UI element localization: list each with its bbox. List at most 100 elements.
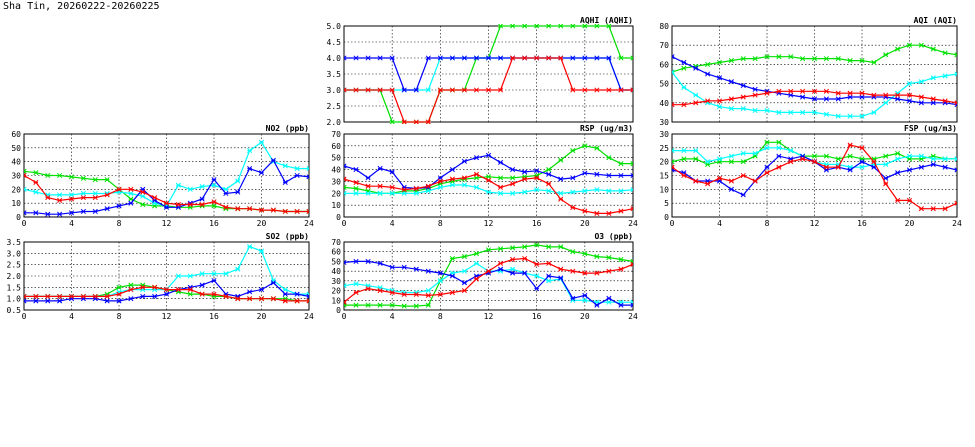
y-tick-label: 60 <box>331 248 341 257</box>
y-tick-label: 20 <box>331 189 341 198</box>
data-point <box>353 302 359 308</box>
data-point <box>235 266 241 272</box>
data-point <box>140 293 146 299</box>
data-point <box>175 287 181 293</box>
y-tick-label: 30 <box>659 130 669 139</box>
data-point <box>558 157 564 163</box>
data-point <box>223 190 229 197</box>
data-point <box>582 188 588 194</box>
data-point <box>582 55 588 61</box>
data-point <box>510 167 516 173</box>
data-point <box>199 184 205 190</box>
data-point <box>510 181 516 187</box>
data-point <box>800 88 806 94</box>
data-point <box>871 109 877 115</box>
data-point <box>247 296 253 302</box>
x-tick-label: 24 <box>952 124 962 125</box>
data-point <box>522 55 528 61</box>
data-point <box>389 289 395 296</box>
data-point <box>534 242 540 248</box>
data-point <box>437 278 443 284</box>
data-point <box>906 42 913 48</box>
data-point <box>859 113 865 119</box>
y-tick-label: 5.0 <box>327 22 342 31</box>
x-tick-label: 4 <box>390 312 395 321</box>
data-point <box>594 254 600 260</box>
data-point <box>437 55 443 61</box>
data-point <box>45 195 51 201</box>
data-point <box>57 197 63 203</box>
data-point <box>80 195 86 201</box>
x-tick-label: 8 <box>117 219 122 228</box>
data-point <box>764 139 770 145</box>
data-point <box>461 182 467 188</box>
data-point <box>546 55 552 61</box>
y-tick-label: 10 <box>331 296 341 305</box>
data-point <box>24 293 27 299</box>
data-point <box>128 282 134 288</box>
y-tick-label: 70 <box>331 130 341 139</box>
data-point <box>693 65 699 71</box>
data-point <box>847 167 853 173</box>
data-point <box>510 266 516 272</box>
data-point <box>582 143 588 149</box>
data-point <box>534 168 540 174</box>
data-point <box>895 150 901 156</box>
data-point <box>942 73 948 79</box>
data-point <box>823 153 829 159</box>
data-point <box>859 94 865 100</box>
data-point <box>630 187 633 193</box>
data-point <box>859 90 865 96</box>
data-point <box>930 100 936 106</box>
x-tick-label: 8 <box>765 124 770 125</box>
data-point <box>764 145 770 151</box>
x-tick-label: 0 <box>342 312 347 321</box>
data-point <box>847 153 853 159</box>
x-tick-label: 8 <box>117 312 122 321</box>
data-point <box>681 84 687 90</box>
x-tick-label: 16 <box>857 219 867 228</box>
data-point <box>534 286 540 292</box>
data-point <box>728 153 734 159</box>
data-point <box>883 161 889 167</box>
data-point <box>546 181 552 187</box>
data-point <box>389 302 395 308</box>
data-point <box>497 159 504 166</box>
data-point <box>906 92 913 98</box>
data-point <box>918 94 924 100</box>
data-point <box>883 92 889 98</box>
data-point <box>570 148 576 154</box>
data-point <box>140 284 146 290</box>
data-point <box>788 109 794 115</box>
data-point <box>353 190 359 196</box>
data-point <box>570 175 576 181</box>
data-point <box>681 102 687 108</box>
y-tick-label: 20 <box>659 158 669 167</box>
chart-aqi: 0 4 8 12 16 20 24 30 40 50 60 70 80 AQI (AQI) <box>659 16 962 125</box>
data-point <box>485 55 492 61</box>
data-point <box>80 208 86 215</box>
x-tick-label: 4 <box>69 219 74 228</box>
data-point <box>33 210 39 216</box>
data-point <box>534 24 540 29</box>
y-tick-label: 0 <box>16 213 21 222</box>
data-point <box>437 184 443 190</box>
data-point <box>294 208 300 215</box>
data-point <box>895 96 901 102</box>
data-point <box>449 182 455 188</box>
data-point <box>413 119 419 124</box>
x-tick-label: 24 <box>628 219 638 228</box>
data-point <box>918 100 924 106</box>
data-point <box>705 98 711 104</box>
y-tick-label: 15 <box>659 172 669 181</box>
y-tick-label: 10 <box>659 185 669 194</box>
data-point <box>883 52 889 58</box>
data-point <box>461 55 467 61</box>
data-point <box>788 148 794 154</box>
data-point <box>930 161 936 167</box>
data-point <box>740 172 746 179</box>
data-point <box>954 167 957 173</box>
data-point <box>764 54 770 60</box>
data-point <box>282 291 288 297</box>
data-point <box>497 184 504 190</box>
